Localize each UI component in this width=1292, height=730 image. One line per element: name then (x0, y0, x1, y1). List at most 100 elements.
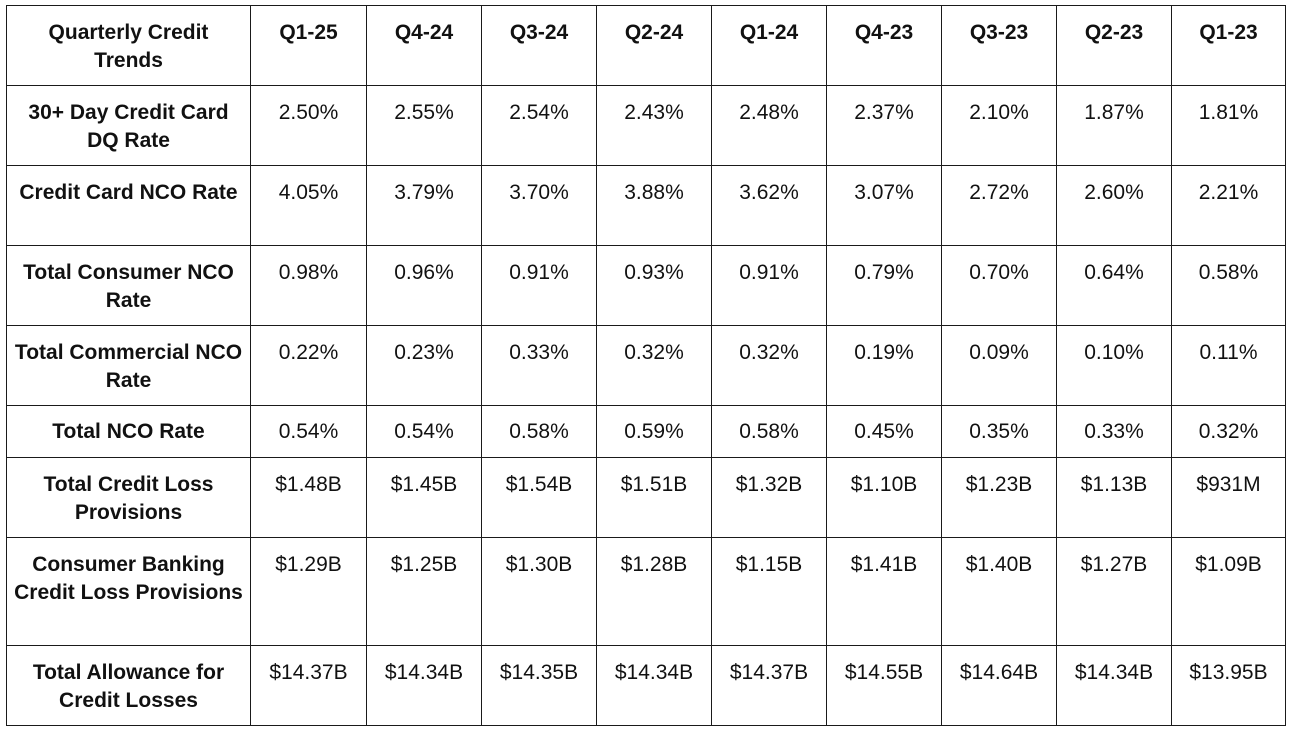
table-cell: $1.41B (826, 537, 942, 646)
table-row: Total Allowance for Credit Losses $14.37… (6, 645, 1286, 726)
row-label: Consumer Banking Credit Loss Provisions (6, 537, 251, 646)
table-row: Credit Card NCO Rate 4.05% 3.79% 3.70% 3… (6, 165, 1286, 246)
row-label: Total NCO Rate (6, 405, 251, 458)
table-cell: $14.35B (481, 645, 597, 726)
table-cell: 2.55% (366, 85, 482, 166)
quarterly-credit-trends-table: Quarterly Credit Trends Q1-25 Q4-24 Q3-2… (6, 5, 1286, 726)
table-cell: $14.34B (596, 645, 712, 726)
table-cell: $931M (1171, 457, 1286, 538)
table-cell: $1.09B (1171, 537, 1286, 646)
table-row: Total Consumer NCO Rate 0.98% 0.96% 0.91… (6, 245, 1286, 326)
table-cell: 2.43% (596, 85, 712, 166)
table-cell: 0.35% (941, 405, 1057, 458)
table-cell: $1.25B (366, 537, 482, 646)
table-cell: $1.23B (941, 457, 1057, 538)
table-cell: $14.34B (366, 645, 482, 726)
table-cell: 0.91% (711, 245, 827, 326)
table-cell: 1.81% (1171, 85, 1286, 166)
table-cell: 0.96% (366, 245, 482, 326)
table-cell: $1.29B (250, 537, 367, 646)
table-cell: 0.58% (711, 405, 827, 458)
column-header: Q4-24 (366, 5, 482, 86)
table-cell: 0.98% (250, 245, 367, 326)
table-cell: 3.79% (366, 165, 482, 246)
table-cell: 3.70% (481, 165, 597, 246)
table-cell: 0.32% (1171, 405, 1286, 458)
table-cell: 0.33% (1056, 405, 1172, 458)
table-row: Consumer Banking Credit Loss Provisions … (6, 537, 1286, 646)
table-cell: $1.54B (481, 457, 597, 538)
row-label: 30+ Day Credit Card DQ Rate (6, 85, 251, 166)
table-row: Total NCO Rate 0.54% 0.54% 0.58% 0.59% 0… (6, 405, 1286, 458)
column-header: Q3-23 (941, 5, 1057, 86)
table-cell: $14.34B (1056, 645, 1172, 726)
table-header-row: Quarterly Credit Trends Q1-25 Q4-24 Q3-2… (6, 5, 1286, 86)
row-label: Total Credit Loss Provisions (6, 457, 251, 538)
table-cell: $1.15B (711, 537, 827, 646)
row-label: Total Consumer NCO Rate (6, 245, 251, 326)
table-cell: $1.27B (1056, 537, 1172, 646)
table-cell: $14.64B (941, 645, 1057, 726)
table-cell: $1.10B (826, 457, 942, 538)
table-row: 30+ Day Credit Card DQ Rate 2.50% 2.55% … (6, 85, 1286, 166)
column-header: Q3-24 (481, 5, 597, 86)
table-cell: $14.55B (826, 645, 942, 726)
table-cell: $1.28B (596, 537, 712, 646)
table-cell: 0.45% (826, 405, 942, 458)
table-cell: 0.23% (366, 325, 482, 406)
table-cell: 0.58% (1171, 245, 1286, 326)
table-cell: 0.22% (250, 325, 367, 406)
table-cell: 0.32% (711, 325, 827, 406)
table-cell: 3.62% (711, 165, 827, 246)
table-cell: 3.07% (826, 165, 942, 246)
table-cell: 4.05% (250, 165, 367, 246)
row-label: Credit Card NCO Rate (6, 165, 251, 246)
column-header: Q1-24 (711, 5, 827, 86)
row-label: Total Allowance for Credit Losses (6, 645, 251, 726)
table-cell: 0.79% (826, 245, 942, 326)
column-header: Q2-24 (596, 5, 712, 86)
table-cell: $1.13B (1056, 457, 1172, 538)
table-cell: $1.40B (941, 537, 1057, 646)
table-cell: 0.33% (481, 325, 597, 406)
row-label: Total Commercial NCO Rate (6, 325, 251, 406)
table-cell: 0.70% (941, 245, 1057, 326)
table-cell: 0.54% (250, 405, 367, 458)
table-row: Total Credit Loss Provisions $1.48B $1.4… (6, 457, 1286, 538)
table-cell: $1.51B (596, 457, 712, 538)
table-cell: $14.37B (711, 645, 827, 726)
table-cell: $1.30B (481, 537, 597, 646)
table-cell: 2.60% (1056, 165, 1172, 246)
table-cell: 1.87% (1056, 85, 1172, 166)
table-cell: 0.54% (366, 405, 482, 458)
table-cell: 2.72% (941, 165, 1057, 246)
table-cell: $1.45B (366, 457, 482, 538)
table-cell: $1.48B (250, 457, 367, 538)
table-cell: 0.59% (596, 405, 712, 458)
table-cell: 2.21% (1171, 165, 1286, 246)
table-cell: 0.58% (481, 405, 597, 458)
table-cell: $13.95B (1171, 645, 1286, 726)
table-cell: 2.48% (711, 85, 827, 166)
table-cell: 0.32% (596, 325, 712, 406)
column-header: Q1-25 (250, 5, 367, 86)
table-cell: 0.11% (1171, 325, 1286, 406)
table-cell: 0.19% (826, 325, 942, 406)
column-header: Q1-23 (1171, 5, 1286, 86)
corner-label: Quarterly Credit Trends (6, 5, 251, 86)
table-cell: 2.54% (481, 85, 597, 166)
table-row: Total Commercial NCO Rate 0.22% 0.23% 0.… (6, 325, 1286, 406)
column-header: Q2-23 (1056, 5, 1172, 86)
table-cell: 3.88% (596, 165, 712, 246)
table-cell: 0.91% (481, 245, 597, 326)
table-cell: 2.10% (941, 85, 1057, 166)
table-cell: 0.10% (1056, 325, 1172, 406)
table-cell: 2.37% (826, 85, 942, 166)
table-cell: $1.32B (711, 457, 827, 538)
table-cell: 0.93% (596, 245, 712, 326)
table-cell: 0.64% (1056, 245, 1172, 326)
table-cell: 0.09% (941, 325, 1057, 406)
table-cell: 2.50% (250, 85, 367, 166)
table-cell: $14.37B (250, 645, 367, 726)
column-header: Q4-23 (826, 5, 942, 86)
